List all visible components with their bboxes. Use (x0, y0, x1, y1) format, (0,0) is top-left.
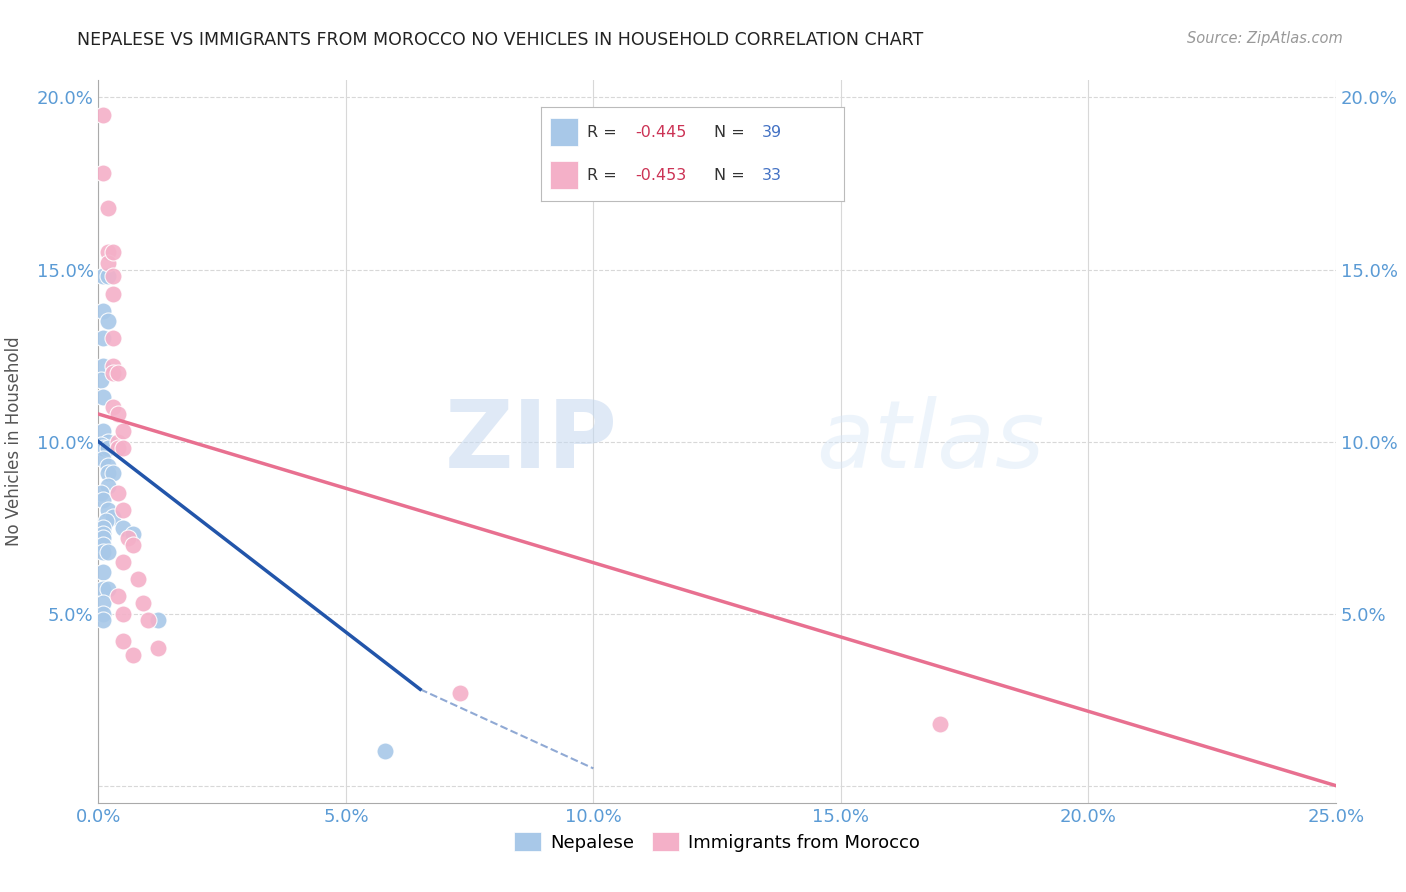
Point (127, 572, 149, 586)
FancyBboxPatch shape (550, 119, 578, 146)
Text: 33: 33 (762, 168, 782, 183)
Point (93, 269, 115, 284)
Point (103, 331, 125, 345)
Point (112, 607, 135, 621)
Point (146, 614, 169, 628)
Point (107, 407, 129, 421)
Point (97, 479, 120, 493)
Point (93, 451, 115, 466)
Point (93, 607, 115, 621)
Point (132, 596, 155, 610)
Legend: Nepalese, Immigrants from Morocco: Nepalese, Immigrants from Morocco (506, 825, 928, 859)
Point (122, 648, 145, 662)
Text: R =: R = (586, 168, 621, 183)
Point (103, 466, 125, 480)
Point (93, 566, 115, 580)
Point (93, 331, 115, 345)
Point (93, 108, 115, 122)
Point (97, 503, 120, 517)
Point (93, 493, 115, 508)
Text: ZIP: ZIP (446, 395, 619, 488)
Point (122, 538, 145, 552)
Point (93, 596, 115, 610)
Point (122, 527, 145, 541)
Text: -0.445: -0.445 (636, 125, 686, 140)
Text: N =: N = (714, 125, 749, 140)
Point (90, 438, 112, 452)
Point (103, 245, 125, 260)
Point (93, 303, 115, 318)
Point (94, 514, 117, 528)
Point (93, 531, 115, 545)
Point (107, 442, 129, 456)
Point (107, 486, 129, 500)
Point (93, 390, 115, 404)
Point (136, 614, 159, 628)
Point (107, 434, 129, 449)
Point (112, 424, 135, 438)
Point (107, 590, 129, 604)
Point (97, 442, 120, 456)
Point (97, 434, 120, 449)
Text: Source: ZipAtlas.com: Source: ZipAtlas.com (1187, 31, 1343, 46)
Point (103, 366, 125, 380)
Point (449, 686, 471, 700)
Point (112, 503, 135, 517)
Point (97, 582, 120, 597)
Point (146, 640, 169, 655)
Point (97, 544, 120, 558)
Point (928, 716, 950, 731)
Point (97, 245, 120, 260)
Point (112, 555, 135, 569)
Point (103, 269, 125, 284)
Point (103, 286, 125, 301)
Point (93, 538, 115, 552)
Point (374, 744, 396, 758)
Text: N =: N = (714, 168, 749, 183)
Point (117, 531, 139, 545)
Point (93, 166, 115, 180)
Point (93, 544, 115, 558)
Point (93, 359, 115, 373)
Point (97, 269, 120, 284)
Point (103, 510, 125, 524)
Point (97, 466, 120, 480)
Text: 39: 39 (762, 125, 782, 140)
Text: R =: R = (586, 125, 621, 140)
Point (93, 424, 115, 438)
Point (93, 614, 115, 628)
Point (103, 359, 125, 373)
FancyBboxPatch shape (550, 161, 578, 189)
Point (97, 201, 120, 215)
Point (93, 520, 115, 534)
Y-axis label: No Vehicles in Household: No Vehicles in Household (4, 336, 22, 547)
Text: NEPALESE VS IMMIGRANTS FROM MOROCCO NO VEHICLES IN HOUSEHOLD CORRELATION CHART: NEPALESE VS IMMIGRANTS FROM MOROCCO NO V… (77, 31, 924, 49)
Point (107, 366, 129, 380)
Point (97, 314, 120, 328)
Point (103, 400, 125, 414)
Point (112, 634, 135, 648)
Point (97, 255, 120, 269)
Point (93, 442, 115, 456)
Text: -0.453: -0.453 (636, 168, 686, 183)
Point (97, 458, 120, 473)
Point (93, 582, 115, 597)
Point (90, 373, 112, 387)
Point (93, 527, 115, 541)
Text: atlas: atlas (815, 396, 1045, 487)
Point (112, 442, 135, 456)
Point (112, 520, 135, 534)
Point (90, 486, 112, 500)
